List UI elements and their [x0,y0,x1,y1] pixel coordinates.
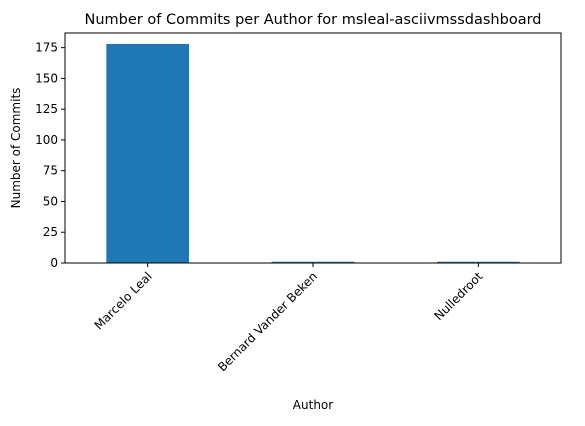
plot-frame [64,32,562,264]
y-tick-label: 50 [43,194,58,208]
x-tick-label: Nulledroot [431,269,485,323]
bars-layer [106,43,520,264]
y-tick-label: 0 [50,256,58,270]
x-tick-label: Bernard Vander Beken [215,269,320,374]
bar-bernard-vander-beken [271,261,355,263]
y-tick-label: 25 [43,225,58,239]
bar-nulledroot [437,261,520,263]
y-axis-ticks: 0 25 50 75 100 125 150 175 [35,41,65,270]
y-tick-label: 100 [35,133,58,147]
y-tick-label: 175 [35,41,58,55]
y-tick-label: 125 [35,102,58,116]
x-axis-ticks: Marcelo Leal Bernard Vander Beken Nulledro… [92,263,486,374]
y-tick-label: 150 [35,71,58,85]
y-axis-title: Number of Commits [9,88,23,209]
x-tick-label: Marcelo Leal [92,269,155,332]
y-tick-label: 75 [43,164,58,178]
chart-title: Number of Commits per Author for msleal-… [85,12,542,28]
x-axis-title: Author [293,398,333,412]
bar-marcelo-leal [106,43,189,264]
